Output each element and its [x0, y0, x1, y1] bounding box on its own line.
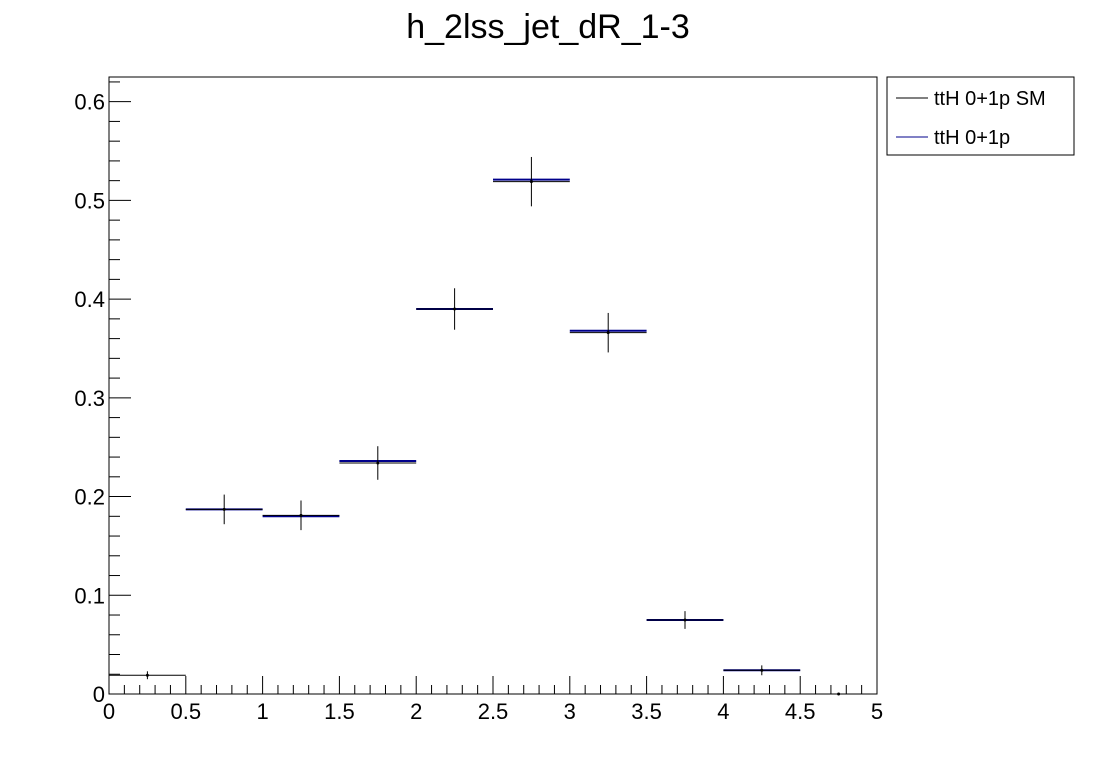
y-tick-label: 0.1 — [74, 583, 105, 608]
sm-point — [837, 692, 841, 696]
series-layer — [109, 156, 841, 696]
axes: 0 0.5 1 1.5 2 2.5 3 3.5 4 4.5 5 0 0.1 0.2 0.3 0.4 0.5 0.6 — [74, 81, 883, 724]
sm-point — [222, 507, 226, 511]
sm-point — [760, 668, 764, 672]
x-tick-label: 2 — [410, 699, 422, 724]
y-tick-label: 0.3 — [74, 386, 105, 411]
y-tick-label: 0.5 — [74, 188, 105, 213]
legend-label-bsm: ttH 0+1p — [934, 127, 1010, 149]
legend-label-sm: ttH 0+1p SM — [934, 88, 1046, 110]
x-tick-label: 4.5 — [785, 699, 816, 724]
x-tick-label: 0.5 — [171, 699, 202, 724]
sm-point — [299, 513, 303, 517]
y-tick-label: 0.6 — [74, 90, 105, 115]
sm-point — [683, 618, 687, 622]
chart-title: h_2lss_jet_dR_1-3 — [406, 8, 690, 46]
x-tick-label: 3 — [564, 699, 576, 724]
sm-point — [376, 461, 380, 465]
legend: ttH 0+1p SM ttH 0+1p — [886, 76, 1075, 156]
x-tick-label: 3.5 — [631, 699, 662, 724]
x-tick-label: 0 — [103, 699, 115, 724]
sm-point — [529, 180, 533, 184]
sm-point — [606, 331, 610, 335]
sm-point — [453, 307, 457, 311]
plot-frame — [108, 76, 878, 695]
x-tick-label: 2.5 — [478, 699, 509, 724]
y-tick-label: 0.2 — [74, 485, 105, 510]
y-tick-label: 0.4 — [74, 287, 105, 312]
y-tick-label: 0 — [93, 682, 105, 707]
legend-box — [886, 76, 1075, 156]
x-tick-label: 5 — [871, 699, 883, 724]
x-tick-label: 1.5 — [324, 699, 355, 724]
x-tick-label: 1 — [256, 699, 268, 724]
x-tick-label: 4 — [717, 699, 729, 724]
sm-point — [145, 673, 149, 677]
